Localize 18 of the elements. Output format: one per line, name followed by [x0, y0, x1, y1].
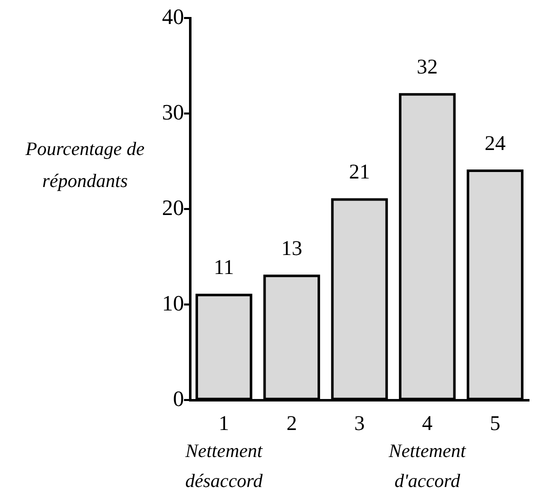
x-tick-label: 2: [286, 411, 297, 436]
text: Nettement d'accord: [388, 441, 467, 492]
y-axis-title: Pourcentage de répondants: [24, 139, 145, 192]
y-tick-label: 40: [162, 4, 184, 29]
data-label: 21: [349, 159, 370, 184]
y-tick-label: 0: [173, 386, 184, 411]
y-tick-label: 30: [162, 99, 184, 124]
data-label: 13: [281, 236, 302, 260]
y-tick-label: 10: [162, 290, 184, 316]
data-label: 32: [416, 54, 438, 78]
text: Nettement désaccord: [184, 441, 264, 492]
x-tick-label: 4: [422, 411, 434, 436]
y-tick-label: 20: [162, 194, 184, 220]
data-label: 11: [214, 254, 234, 279]
data-label: 24: [484, 130, 506, 155]
x-tick-label: 1: [218, 411, 230, 436]
x-tick-label: 3: [354, 411, 365, 436]
x-tick-label: 5: [490, 411, 500, 436]
